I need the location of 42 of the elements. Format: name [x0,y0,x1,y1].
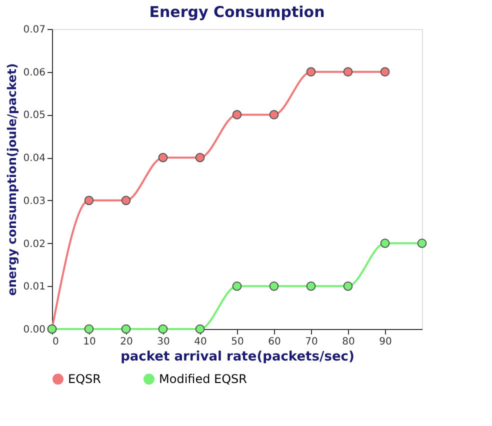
point [121,196,131,206]
point [158,152,168,162]
y-tick-label: 0.05 [23,110,46,122]
x-tick-label: 40 [194,336,207,348]
x-axis-title: packet arrival rate(packets/sec) [120,350,354,364]
y-tick-label: 0.00 [23,324,46,336]
x-tick-label: 60 [268,336,281,348]
point [84,196,94,206]
y-axis-title: energy consumption(joule/packet) [5,63,20,296]
point [269,110,279,120]
point [232,110,242,120]
x-tick-label: 30 [157,336,170,348]
point [232,281,242,291]
y-tick-label: 0.04 [23,153,46,164]
x-tick-label: 50 [231,336,244,348]
legend-label: Modified EQSR [159,372,248,386]
y-tick-label: 0.02 [23,238,46,250]
x-tick-label: 90 [379,336,392,348]
point [343,281,353,291]
y-tick-label: 0.01 [23,282,46,293]
legend-label: EQSR [68,372,101,386]
point [306,281,316,291]
y-tick-label: 0.06 [23,67,46,78]
point [84,324,94,334]
point [306,67,316,77]
point [269,281,279,291]
y-tick-label: 0.03 [23,196,46,207]
x-tick-label: 80 [342,336,355,348]
point [417,238,427,248]
point [380,67,390,77]
point [195,324,205,334]
point [195,152,205,162]
x-tick-label: 0 [52,336,59,348]
y-tick-label: 0.07 [23,24,46,36]
x-tick-label: 20 [120,336,133,348]
x-tick-label: 10 [83,336,96,348]
point [121,324,131,334]
point [158,324,168,334]
x-tick-label: 70 [305,336,318,348]
chart-title: Energy Consumption [149,3,325,21]
point [343,67,353,77]
point [380,238,390,248]
